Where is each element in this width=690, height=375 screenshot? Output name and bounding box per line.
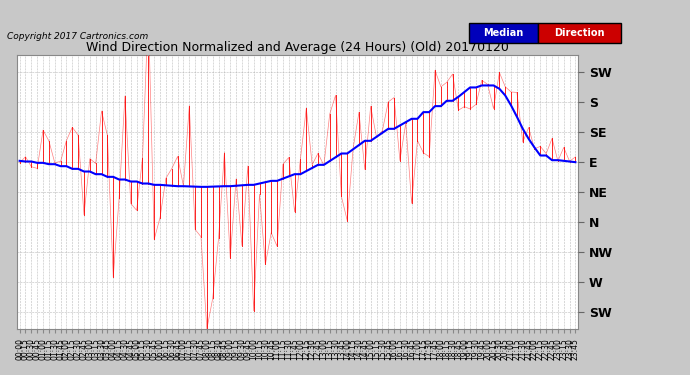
Title: Wind Direction Normalized and Average (24 Hours) (Old) 20170120: Wind Direction Normalized and Average (2… xyxy=(86,41,509,54)
Text: Median: Median xyxy=(484,28,524,38)
Text: Copyright 2017 Cartronics.com: Copyright 2017 Cartronics.com xyxy=(7,32,148,41)
Text: Direction: Direction xyxy=(554,28,605,38)
